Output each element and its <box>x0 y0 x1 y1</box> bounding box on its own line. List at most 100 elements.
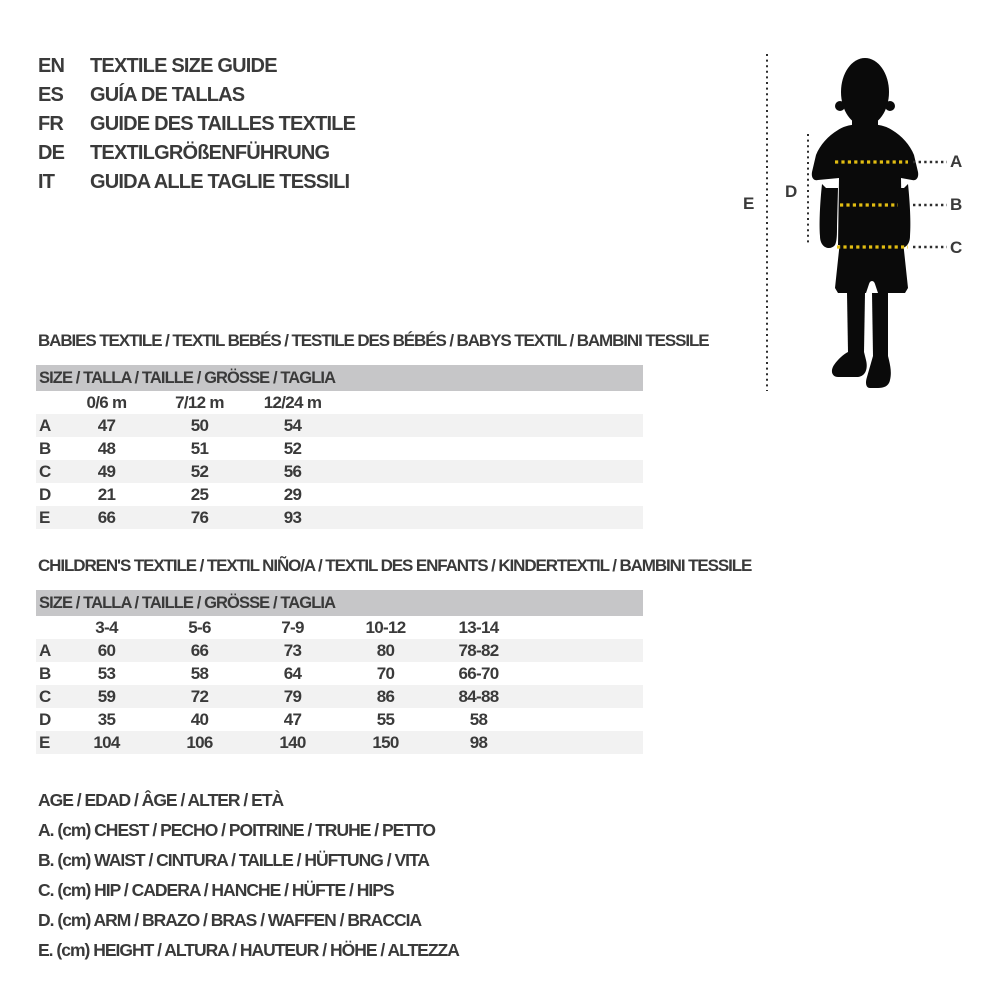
table-cell: 73 <box>283 640 302 660</box>
chest-label: A <box>950 152 962 171</box>
table-row-e: E 66 76 93 <box>36 506 643 529</box>
legend-waist: B. (cm) WAIST / CINTURA / TAILLE / HÜFTU… <box>38 849 430 870</box>
table-cell: 55 <box>376 709 395 729</box>
table-cell: 48 <box>97 438 116 458</box>
table-row-b: B 48 51 52 <box>36 437 643 460</box>
table-cell: 93 <box>283 507 302 527</box>
table-cell: 66 <box>97 507 116 527</box>
row-label: B <box>39 663 51 683</box>
lang-row-it: IT GUIDA ALLE TAGLIE TESSILI <box>38 168 355 197</box>
legend-chest: A. (cm) CHEST / PECHO / POITRINE / TRUHE… <box>38 819 436 840</box>
lang-code: IT <box>38 171 55 193</box>
column-header: 0/6 m <box>86 392 128 412</box>
column-header: 10-12 <box>365 617 407 637</box>
table-cell: 104 <box>93 732 120 752</box>
lang-title: GUIDE DES TAILLES TEXTILE <box>90 113 356 135</box>
table-cell: 21 <box>97 484 116 504</box>
children-table-header-bar: SIZE / TALLA / TAILLE / GRÖSSE / TAGLIA <box>36 590 643 616</box>
table-cell: 78-82 <box>458 640 500 660</box>
row-label: D <box>39 484 51 504</box>
child-silhouette <box>811 58 919 388</box>
lang-row-en: EN TEXTILE SIZE GUIDE <box>38 52 355 81</box>
lang-code: FR <box>38 113 64 135</box>
waist-label: B <box>950 195 962 214</box>
table-cell: 58 <box>190 663 209 683</box>
table-row-e: E 104 106 140 150 98 <box>36 731 643 754</box>
lang-row-fr: FR GUIDE DES TAILLES TEXTILE <box>38 110 356 139</box>
table-cell: 52 <box>190 461 209 481</box>
column-header: 7-9 <box>281 617 304 637</box>
lang-row-es: ES GUÍA DE TALLAS <box>38 81 355 110</box>
table-cell: 54 <box>283 415 302 435</box>
row-label: E <box>39 732 50 752</box>
column-header: 5-6 <box>188 617 211 637</box>
row-label: E <box>39 507 50 527</box>
height-label: E <box>743 194 754 213</box>
legend-arm: D. (cm) ARM / BRAZO / BRAS / WAFFEN / BR… <box>38 909 422 930</box>
table-cell: 50 <box>190 415 209 435</box>
column-header: 12/24 m <box>263 392 322 412</box>
lang-row-de: DE TEXTILGRÖßENFÜHRUNG <box>38 139 355 168</box>
table-cell: 52 <box>283 438 302 458</box>
table-cell: 59 <box>97 686 116 706</box>
legend-age: AGE / EDAD / ÂGE / ALTER / ETÀ <box>38 789 284 810</box>
table-row-b: B 53 58 64 70 66-70 <box>36 662 643 685</box>
table-cell: 79 <box>283 686 302 706</box>
table-cell: 66-70 <box>458 663 500 683</box>
table-cell: 53 <box>97 663 116 683</box>
table-cell: 86 <box>376 686 395 706</box>
children-column-headers: 3-4 5-6 7-9 10-12 13-14 <box>36 616 643 639</box>
size-header-label: SIZE / TALLA / TAILLE / GRÖSSE / TAGLIA <box>39 368 336 387</box>
column-header: 3-4 <box>95 617 118 637</box>
table-cell: 70 <box>376 663 395 683</box>
row-label: C <box>39 461 51 481</box>
row-label: C <box>39 686 51 706</box>
lang-title: GUIDA ALLE TAGLIE TESSILI <box>90 171 350 193</box>
lang-code: EN <box>38 55 65 77</box>
legend-hip: C. (cm) HIP / CADERA / HANCHE / HÜFTE / … <box>38 879 395 900</box>
table-cell: 51 <box>190 438 209 458</box>
lang-code: ES <box>38 84 64 106</box>
size-header-label: SIZE / TALLA / TAILLE / GRÖSSE / TAGLIA <box>39 593 336 612</box>
lang-code: DE <box>38 142 65 164</box>
table-cell: 150 <box>372 732 399 752</box>
table-cell: 47 <box>283 709 302 729</box>
row-label: A <box>39 415 51 435</box>
table-row-a: A 47 50 54 <box>36 414 643 437</box>
babies-section-title: BABIES TEXTILE / TEXTIL BEBÉS / TESTILE … <box>38 331 710 350</box>
row-label: A <box>39 640 51 660</box>
table-cell: 49 <box>97 461 116 481</box>
hip-label: C <box>950 238 962 257</box>
table-cell: 64 <box>283 663 302 683</box>
table-cell: 84-88 <box>458 686 500 706</box>
lang-title: TEXTILE SIZE GUIDE <box>90 55 278 77</box>
children-size-table: SIZE / TALLA / TAILLE / GRÖSSE / TAGLIA … <box>36 590 643 754</box>
measurement-legend: AGE / EDAD / ÂGE / ALTER / ETÀ A. (cm) C… <box>38 785 460 965</box>
table-cell: 56 <box>283 461 302 481</box>
table-cell: 140 <box>279 732 306 752</box>
children-section-title: CHILDREN'S TEXTILE / TEXTIL NIÑO/A / TEX… <box>38 556 752 575</box>
table-cell: 80 <box>376 640 395 660</box>
legend-height: E. (cm) HEIGHT / ALTURA / HAUTEUR / HÖHE… <box>38 939 460 960</box>
arm-label: D <box>785 182 797 201</box>
table-cell: 40 <box>190 709 209 729</box>
babies-table-header-bar: SIZE / TALLA / TAILLE / GRÖSSE / TAGLIA <box>36 365 643 391</box>
table-row-c: C 59 72 79 86 84-88 <box>36 685 643 708</box>
child-silhouette-diagram <box>766 54 947 391</box>
table-cell: 106 <box>186 732 213 752</box>
lang-title: GUÍA DE TALLAS <box>90 84 245 106</box>
table-cell: 35 <box>97 709 116 729</box>
babies-column-headers: 0/6 m 7/12 m 12/24 m <box>36 391 643 414</box>
table-cell: 66 <box>190 640 209 660</box>
table-cell: 72 <box>190 686 209 706</box>
table-cell: 76 <box>190 507 209 527</box>
table-cell: 25 <box>190 484 209 504</box>
table-cell: 98 <box>469 732 488 752</box>
table-row-c: C 49 52 56 <box>36 460 643 483</box>
column-header: 13-14 <box>458 617 500 637</box>
row-label: D <box>39 709 51 729</box>
table-row-a: A 60 66 73 80 78-82 <box>36 639 643 662</box>
row-label: B <box>39 438 51 458</box>
language-title-block: EN TEXTILE SIZE GUIDE ES GUÍA DE TALLAS … <box>38 52 356 197</box>
